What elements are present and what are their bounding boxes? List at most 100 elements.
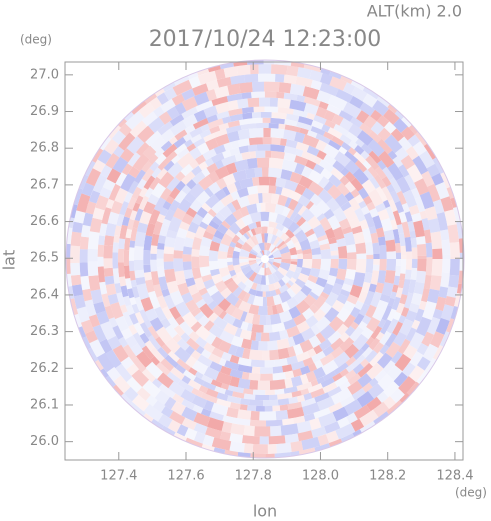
echo-cell [205, 224, 217, 235]
echo-cell [292, 368, 303, 378]
echo-cell [115, 315, 129, 332]
echo-cell [272, 249, 280, 255]
echo-cell [255, 290, 263, 297]
echo-cell [334, 278, 345, 286]
echo-cell [406, 251, 413, 259]
echo-cell [292, 271, 301, 281]
echo-cell [350, 306, 361, 318]
echo-cell [235, 231, 243, 239]
echo-cell [203, 278, 216, 290]
echo-cell [192, 404, 204, 414]
echo-cell [275, 177, 287, 188]
echo-cell [392, 156, 404, 168]
echo-cell [208, 181, 221, 195]
echo-cell [225, 292, 240, 307]
echo-cell [210, 290, 225, 306]
echo-cell [203, 400, 215, 412]
echo-cell [160, 187, 172, 201]
echo-cell [264, 268, 267, 276]
echo-cell [191, 236, 202, 250]
echo-cell [147, 335, 162, 351]
echo-cell [119, 276, 127, 287]
echo-cell [107, 293, 119, 305]
echo-cell [262, 192, 273, 204]
echo-cell [240, 311, 248, 322]
echo-cell [149, 161, 160, 172]
echo-cell [394, 200, 405, 214]
echo-cell [405, 259, 413, 270]
echo-cell [259, 97, 271, 107]
echo-cell [162, 82, 176, 92]
echo-cell [265, 389, 275, 396]
echo-cell [113, 234, 120, 243]
echo-cell [261, 226, 268, 234]
echo-cell [104, 275, 115, 285]
echo-cell [237, 378, 251, 390]
echo-cell [422, 301, 437, 321]
echo-cell [163, 294, 176, 310]
echo-cell [131, 100, 147, 115]
echo-cell [173, 236, 186, 251]
echo-cell [65, 257, 71, 274]
echo-cell [82, 336, 92, 350]
echo-cell [239, 404, 248, 411]
echo-cell [289, 171, 303, 184]
echo-cell [158, 383, 176, 399]
echo-cell [161, 344, 172, 355]
echo-cell [156, 92, 169, 105]
echo-cell [267, 252, 273, 257]
echo-cell [234, 153, 243, 162]
echo-cell [254, 167, 263, 178]
echo-cell [131, 303, 140, 314]
echo-cell [185, 299, 199, 313]
echo-cell [290, 261, 298, 265]
echo-cell [303, 64, 322, 73]
echo-cell [362, 93, 378, 108]
echo-cell [157, 160, 168, 171]
echo-cell [229, 354, 240, 364]
x-unit: (deg) [455, 486, 487, 500]
echo-cell [326, 197, 341, 213]
echo-cell [266, 261, 272, 268]
echo-cell [287, 280, 294, 287]
echo-cell [207, 300, 218, 311]
echo-cell [309, 193, 323, 206]
echo-cell [136, 178, 147, 190]
echo-cell [284, 237, 292, 244]
echo-cell [105, 283, 117, 296]
echo-cell [302, 134, 320, 149]
echo-cell [120, 285, 129, 298]
echo-cell [310, 79, 323, 91]
echo-cell [172, 393, 185, 404]
echo-cell [97, 149, 112, 165]
echo-cell [269, 257, 275, 259]
echo-cell [255, 122, 269, 129]
echo-cell [190, 133, 202, 144]
echo-cell [201, 202, 212, 213]
echo-cell [115, 363, 133, 383]
echo-cell [198, 175, 214, 191]
echo-cell [255, 332, 262, 342]
echo-cell [250, 410, 260, 421]
echo-cell [280, 251, 291, 259]
echo-cell [295, 266, 302, 274]
echo-cell [107, 211, 120, 225]
echo-cell [199, 245, 210, 256]
echo-cell [203, 105, 218, 118]
echo-cell [205, 137, 219, 151]
echo-cell [161, 306, 174, 320]
echo-cell [402, 189, 418, 208]
echo-cell [313, 114, 327, 125]
echo-cell [298, 116, 314, 126]
echo-cell [323, 131, 334, 141]
echo-cell [313, 163, 325, 175]
echo-cell [384, 134, 403, 154]
echo-cell [392, 210, 402, 226]
echo-cell [297, 253, 303, 259]
echo-cell [236, 270, 244, 278]
echo-cell [143, 201, 156, 215]
echo-cell [169, 410, 186, 425]
echo-cell [330, 255, 339, 259]
echo-cell [241, 92, 252, 100]
echo-cell [339, 134, 352, 146]
